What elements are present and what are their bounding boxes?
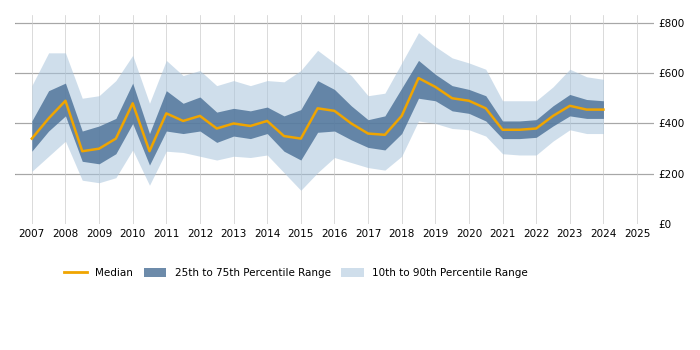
- Legend: Median, 25th to 75th Percentile Range, 10th to 90th Percentile Range: Median, 25th to 75th Percentile Range, 1…: [60, 264, 533, 282]
